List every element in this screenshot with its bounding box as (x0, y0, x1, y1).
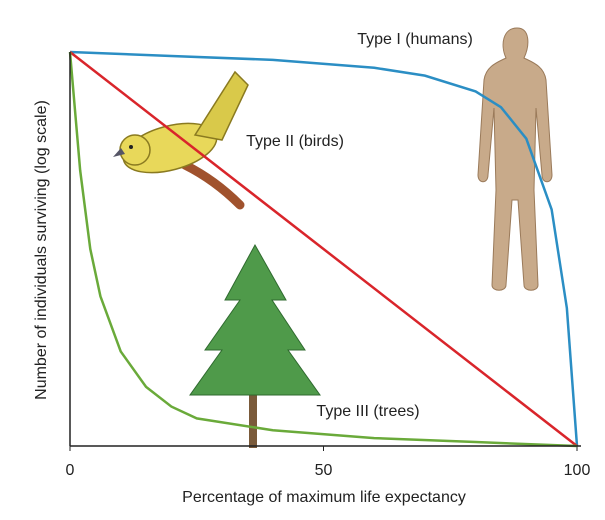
curve-label: Type III (trees) (316, 403, 419, 420)
x-axis-label: Percentage of maximum life expectancy (182, 489, 466, 506)
x-tick-label: 0 (66, 462, 75, 479)
x-tick-label: 50 (315, 462, 333, 479)
curve-label: Type II (birds) (246, 133, 344, 150)
chart: Number of individuals surviving (log sca… (0, 0, 605, 520)
x-tick-label: 100 (564, 462, 591, 479)
y-axis-label: Number of individuals surviving (log sca… (33, 100, 50, 400)
curve-label: Type I (humans) (357, 31, 473, 48)
